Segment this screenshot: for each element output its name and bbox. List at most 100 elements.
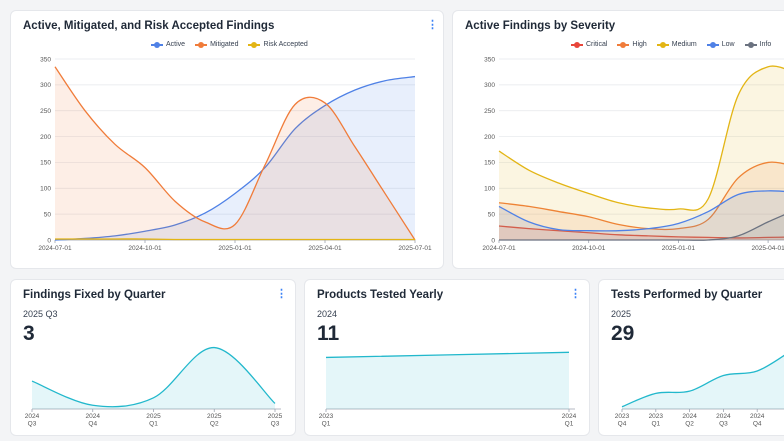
series-medium-area	[499, 66, 784, 240]
sparkline-series-line	[325, 351, 570, 359]
y-tick-label: 0	[47, 237, 51, 244]
legend-label: Info	[759, 41, 772, 48]
y-tick-label: 350	[40, 56, 51, 63]
legend-item-low[interactable]: Low	[706, 41, 735, 48]
y-tick-label: 50	[44, 211, 52, 218]
legend-swatch-icon	[744, 41, 757, 48]
series-low-area	[499, 190, 784, 240]
y-tick-label: 300	[484, 82, 495, 89]
fixed-by-quarter-card: Findings Fixed by Quarter ⋮ 2025 Q3 3 20…	[10, 279, 296, 436]
legend-label: Mitigated	[210, 41, 239, 48]
period-label: 2024	[317, 309, 338, 319]
legend-item-high[interactable]: High	[617, 41, 647, 48]
series-active-area	[55, 76, 415, 240]
x-tick-label: 2024	[86, 413, 101, 420]
sparkline-series-line	[31, 346, 276, 408]
x-tick-label: 2024-10-01	[128, 245, 162, 252]
legend-item-active[interactable]: Active	[151, 41, 185, 48]
series-mitigated-area	[55, 66, 415, 240]
legend-item-mitigated[interactable]: Mitigated	[195, 41, 238, 48]
x-tick-label: 2024	[25, 413, 40, 420]
card-title: Active, Mitigated, and Risk Accepted Fin…	[23, 20, 275, 32]
card-title: Active Findings by Severity	[465, 20, 616, 32]
legend-swatch-icon	[706, 41, 719, 48]
x-tick-label: Q4	[88, 421, 97, 428]
x-tick-label: Q3	[28, 421, 37, 428]
series-risk-accepted-line	[54, 238, 415, 241]
x-tick-label: 2024	[682, 413, 697, 420]
period-label: 2025	[611, 309, 632, 319]
kebab-icon[interactable]: ⋮	[276, 288, 287, 300]
x-tick-label: 2024	[716, 413, 731, 420]
kpi-value: 29	[611, 322, 635, 345]
tests-sparkline: 2023Q42023Q12024Q22024Q32024Q42025Q1	[615, 354, 784, 428]
y-tick-label: 350	[484, 56, 495, 63]
legend-label: Active	[166, 41, 186, 48]
series-high-area	[499, 162, 784, 240]
y-tick-label: 150	[40, 160, 51, 167]
x-tick-label: Q1	[149, 421, 158, 428]
x-tick-label: Q4	[618, 421, 627, 428]
kebab-icon[interactable]: ⋮	[427, 19, 438, 31]
y-tick-label: 100	[40, 186, 51, 193]
chart-legend: Critical High Medium Low Info	[571, 41, 771, 48]
y-tick-label: 150	[484, 160, 495, 167]
x-tick-label: Q1	[322, 421, 331, 428]
x-tick-label: 2025	[146, 413, 161, 420]
legend-swatch-icon	[248, 41, 261, 48]
legend-item-medium[interactable]: Medium	[656, 41, 697, 48]
sparkline-series-area	[32, 347, 275, 409]
x-tick-label: 2024	[562, 413, 577, 420]
x-tick-label: Q4	[753, 421, 762, 428]
x-tick-label: Q3	[271, 421, 280, 428]
y-tick-label: 300	[40, 82, 51, 89]
series-critical-line	[498, 225, 784, 239]
legend-swatch-icon	[151, 41, 163, 48]
period-label: 2025 Q3	[23, 309, 58, 319]
chart-legend: Active Mitigated Risk Accepted	[151, 41, 308, 48]
x-tick-label: 2024-07-01	[482, 245, 516, 252]
x-tick-label: 2025-04-01	[308, 245, 342, 252]
legend-swatch-icon	[617, 41, 630, 48]
legend-item-critical[interactable]: Critical	[571, 41, 607, 48]
legend-label: Low	[721, 41, 735, 48]
x-tick-label: Q1	[651, 421, 660, 428]
sparkline-series-area	[622, 355, 784, 409]
legend-swatch-icon	[656, 41, 669, 48]
series-mitigated-line	[54, 66, 416, 241]
y-tick-label: 50	[488, 211, 496, 218]
series-active-line	[54, 75, 416, 241]
severity-area-chart: 0 50 100 150 200 250 300 350 2024-07-01 2024-10-0…	[482, 56, 784, 252]
legend-label: High	[632, 41, 647, 48]
x-tick-label: 2025-01-01	[218, 245, 252, 252]
x-tick-label: Q2	[210, 421, 219, 428]
x-tick-label: 2023	[615, 413, 630, 420]
x-tick-label: 2023	[649, 413, 664, 420]
series-low-line	[498, 190, 784, 232]
y-tick-label: 250	[484, 108, 495, 115]
series-info-area	[499, 214, 784, 241]
legend-item-info[interactable]: Info	[744, 41, 772, 48]
findings-trend-card: Active, Mitigated, and Risk Accepted Fin…	[10, 10, 444, 269]
legend-label: Critical	[586, 41, 608, 48]
y-tick-label: 0	[491, 237, 495, 244]
x-tick-label: 2025-07-01	[398, 245, 432, 252]
x-tick-label: Q1	[565, 421, 574, 428]
legend-swatch-icon	[195, 41, 208, 48]
legend-item-risk-accepted[interactable]: Risk Accepted	[248, 41, 308, 48]
kpi-value: 3	[23, 322, 35, 345]
x-tick-label: 2025	[207, 413, 222, 420]
y-tick-label: 250	[40, 108, 51, 115]
legend-swatch-icon	[571, 41, 583, 48]
x-tick-label: Q3	[719, 421, 728, 428]
y-tick-label: 200	[40, 134, 51, 141]
tests-performed-card: Tests Performed by Quarter 2025 29 2023 Q…	[598, 279, 784, 436]
legend-label: Medium	[671, 41, 697, 48]
kebab-icon[interactable]: ⋮	[570, 288, 581, 300]
x-tick-label: 2024-10-01	[572, 245, 606, 252]
series-critical-area	[499, 226, 784, 240]
severity-card: Active Findings by Severity Critical High…	[452, 10, 784, 269]
series-info-line	[498, 214, 784, 241]
